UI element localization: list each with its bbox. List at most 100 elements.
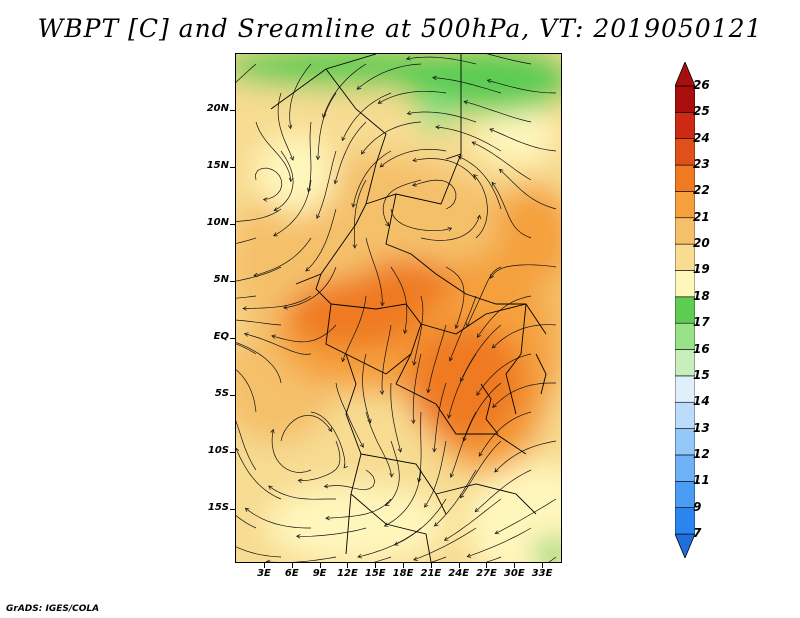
lat-tick-mark bbox=[230, 167, 235, 168]
colorbar-min-arrow bbox=[675, 533, 695, 558]
colorbar-level-label: 21 bbox=[693, 209, 710, 224]
streamline bbox=[449, 295, 477, 362]
streamline-arrow bbox=[433, 522, 439, 527]
colorbar-swatch bbox=[675, 164, 695, 192]
colorbar-swatch bbox=[675, 270, 695, 298]
streamline bbox=[365, 411, 392, 477]
lon-tick-mark bbox=[347, 563, 349, 568]
streamline bbox=[390, 382, 402, 453]
lat-tick-label: 15N bbox=[206, 160, 229, 171]
streamline bbox=[324, 469, 376, 491]
streamline bbox=[236, 237, 257, 244]
streamline-arrow bbox=[283, 305, 288, 310]
streamline bbox=[305, 208, 337, 272]
streamline-arrow bbox=[494, 530, 500, 535]
streamline-arrow bbox=[449, 473, 455, 478]
streamline-arrow bbox=[359, 443, 364, 448]
streamline bbox=[489, 128, 557, 152]
streamline bbox=[277, 92, 294, 161]
lon-tick-mark bbox=[319, 563, 321, 568]
colorbar bbox=[675, 62, 695, 558]
colorbar-level-label: 20 bbox=[693, 236, 710, 251]
streamline-arrow bbox=[498, 168, 504, 174]
colorbar-level-label: 22 bbox=[693, 183, 710, 198]
streamline bbox=[280, 414, 332, 442]
streamline bbox=[385, 440, 400, 506]
streamline-arrow bbox=[424, 503, 429, 508]
streamline bbox=[420, 215, 481, 241]
streamline-arrow bbox=[463, 100, 469, 105]
colorbar-swatch bbox=[675, 322, 695, 350]
streamline-arrow bbox=[397, 448, 403, 453]
streamline bbox=[236, 319, 282, 326]
colorbar-swatch bbox=[675, 375, 695, 403]
lat-tick-mark bbox=[230, 110, 235, 111]
streamline-arrow bbox=[243, 332, 249, 337]
streamline bbox=[492, 324, 557, 349]
streamline bbox=[341, 92, 392, 141]
colorbar-level-label: 23 bbox=[693, 157, 710, 172]
colorbar-swatch bbox=[675, 454, 695, 482]
streamline-arrow bbox=[492, 403, 497, 408]
lon-tick-label: 21E bbox=[420, 568, 442, 579]
lat-tick-label: 20N bbox=[206, 103, 229, 114]
streamline-arrow bbox=[287, 124, 293, 130]
streamline-arrow bbox=[426, 388, 431, 394]
streamline bbox=[476, 353, 532, 396]
lon-tick-mark bbox=[375, 563, 377, 568]
streamline-arrow bbox=[270, 428, 275, 434]
streamline bbox=[427, 324, 447, 393]
streamline bbox=[448, 353, 477, 419]
streamline bbox=[236, 295, 257, 299]
colorbar-swatch bbox=[675, 349, 695, 377]
lat-tick-label: 5S bbox=[214, 388, 229, 399]
colorbar-level-label: 9 bbox=[693, 499, 702, 514]
streamline-arrow bbox=[307, 187, 312, 193]
streamline-arrow bbox=[491, 344, 497, 349]
streamline bbox=[316, 150, 337, 219]
lon-tick-label: 15E bbox=[364, 568, 386, 579]
map-title: WBPT [C] and Sreamline at 500hPa, VT: 20… bbox=[37, 14, 763, 43]
lon-tick-label: 9E bbox=[312, 568, 327, 579]
lat-tick-mark bbox=[230, 509, 235, 510]
lon-tick-mark bbox=[403, 563, 405, 568]
streamline bbox=[458, 156, 502, 210]
streamline bbox=[362, 353, 371, 423]
streamline bbox=[317, 92, 337, 160]
streamline-arrow bbox=[385, 221, 390, 227]
colorbar-level-label: 26 bbox=[693, 78, 710, 92]
streamline bbox=[268, 485, 336, 500]
streamline-arrow bbox=[321, 113, 327, 119]
streamline bbox=[236, 266, 282, 282]
streamline bbox=[236, 63, 257, 83]
streamline-arrow bbox=[379, 162, 385, 168]
streamline-arrow bbox=[432, 447, 437, 453]
streamline bbox=[381, 324, 392, 395]
streamline bbox=[444, 498, 502, 541]
streamline bbox=[424, 440, 447, 508]
streamline-arrow bbox=[333, 179, 338, 185]
streamline bbox=[335, 382, 364, 448]
streamline bbox=[467, 527, 532, 558]
colorbar-swatch bbox=[675, 507, 695, 535]
lat-tick-mark bbox=[230, 395, 235, 396]
streamline bbox=[390, 208, 452, 232]
grads-credit: GrADS: IGES/COLA bbox=[6, 604, 100, 614]
streamline-arrow bbox=[476, 391, 481, 396]
streamline-arrow bbox=[476, 333, 481, 339]
streamline bbox=[494, 440, 557, 473]
streamline-arrow bbox=[341, 136, 346, 142]
streamline bbox=[236, 369, 257, 413]
streamline-arrow bbox=[297, 478, 303, 484]
lat-tick-label: 15S bbox=[207, 502, 229, 513]
streamline-arrow bbox=[357, 554, 362, 559]
streamline bbox=[490, 264, 557, 279]
streamline-arrow bbox=[262, 197, 268, 202]
streamline-arrow bbox=[316, 214, 321, 219]
lon-tick-label: 12E bbox=[337, 568, 358, 579]
streamline bbox=[254, 167, 283, 200]
lon-tick-mark bbox=[430, 563, 432, 568]
streamline bbox=[373, 556, 392, 562]
streamline-arrow bbox=[236, 447, 240, 451]
colorbar-level-label: 19 bbox=[693, 262, 710, 277]
